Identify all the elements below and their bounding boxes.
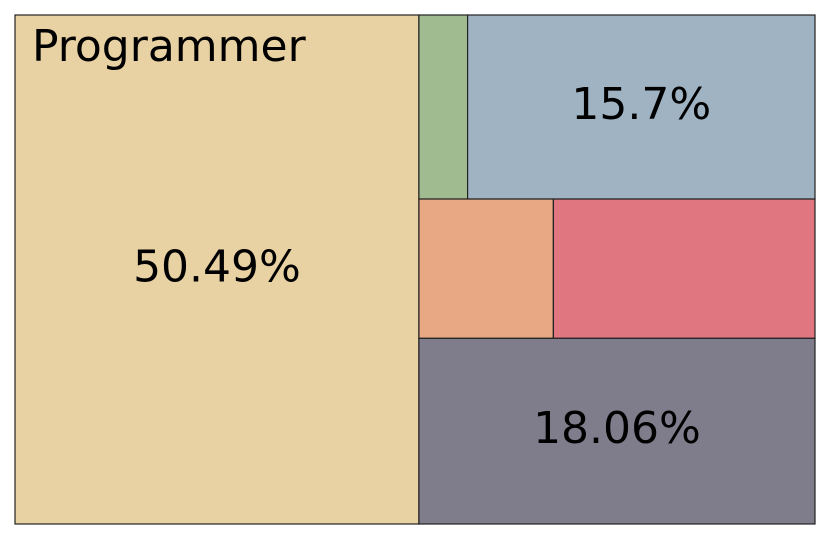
tile bbox=[418, 14, 469, 200]
tile bbox=[418, 337, 816, 525]
value-label: 50.49% bbox=[133, 242, 301, 293]
tile bbox=[552, 198, 816, 339]
value-label: 15.7% bbox=[571, 79, 711, 130]
tile bbox=[467, 14, 816, 200]
category-label: Programmer bbox=[32, 21, 307, 72]
tile bbox=[14, 14, 420, 525]
tile bbox=[418, 198, 554, 339]
value-label: 18.06% bbox=[533, 403, 701, 454]
